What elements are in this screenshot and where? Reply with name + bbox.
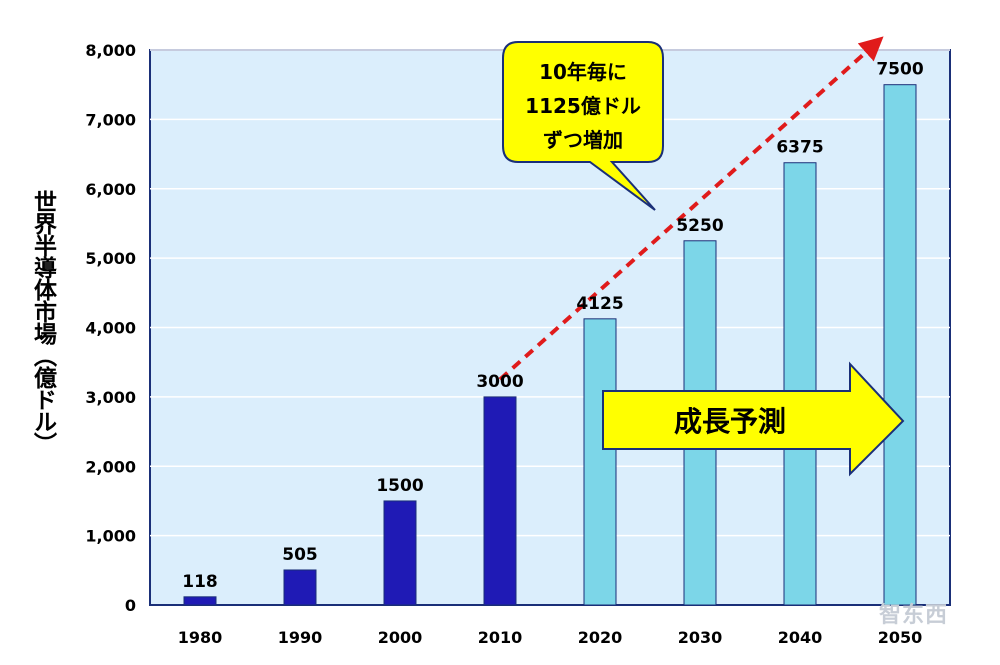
actual-bar	[183, 596, 217, 606]
y-tick-label: 8,000	[85, 41, 136, 60]
data-label: 118	[182, 572, 218, 592]
forecast-arrow: 成長予測	[602, 361, 905, 477]
callout-line: ずつ増加	[543, 128, 623, 152]
y-axis-label-container: 世界半導体市場（億ドル）	[20, 190, 64, 500]
callout-bubble	[502, 41, 664, 211]
x-tick-label: 2010	[478, 628, 523, 647]
forecast-bar	[783, 162, 817, 606]
actual-bar	[483, 396, 517, 606]
x-tick-label: 2040	[778, 628, 823, 647]
y-tick-label: 5,000	[85, 249, 136, 268]
forecast-bar	[883, 84, 917, 606]
forecast-bar	[583, 318, 617, 606]
y-axis-label: 世界半導体市場（億ドル）	[29, 190, 56, 454]
x-tick-label: 2020	[578, 628, 623, 647]
watermark: 智东西	[879, 602, 948, 628]
y-tick-label: 7,000	[85, 110, 136, 129]
y-tick-label: 3,000	[85, 388, 136, 407]
x-tick-label: 1980	[178, 628, 223, 647]
data-label: 505	[282, 545, 318, 565]
data-label: 4125	[576, 294, 623, 314]
x-tick-label: 2050	[878, 628, 923, 647]
callout-line: 1125億ドル	[525, 94, 641, 118]
x-tick-label: 2000	[378, 628, 423, 647]
x-tick-label: 2030	[678, 628, 723, 647]
data-label: 3000	[476, 372, 523, 392]
y-tick-label: 6,000	[85, 180, 136, 199]
y-tick-label: 2,000	[85, 457, 136, 476]
callout-line: 10年毎に	[539, 60, 627, 84]
data-label: 5250	[676, 216, 723, 236]
forecast-arrow-shape	[602, 361, 905, 477]
data-label: 7500	[876, 60, 923, 80]
x-tick-label: 1990	[278, 628, 323, 647]
y-tick-label: 0	[125, 596, 136, 615]
actual-bar	[283, 569, 317, 606]
forecast-label: 成長予測	[674, 405, 786, 438]
y-tick-label: 1,000	[85, 527, 136, 546]
actual-bar	[383, 500, 417, 606]
data-label: 6375	[776, 138, 823, 158]
data-label: 1500	[376, 476, 423, 496]
y-tick-label: 4,000	[85, 319, 136, 338]
